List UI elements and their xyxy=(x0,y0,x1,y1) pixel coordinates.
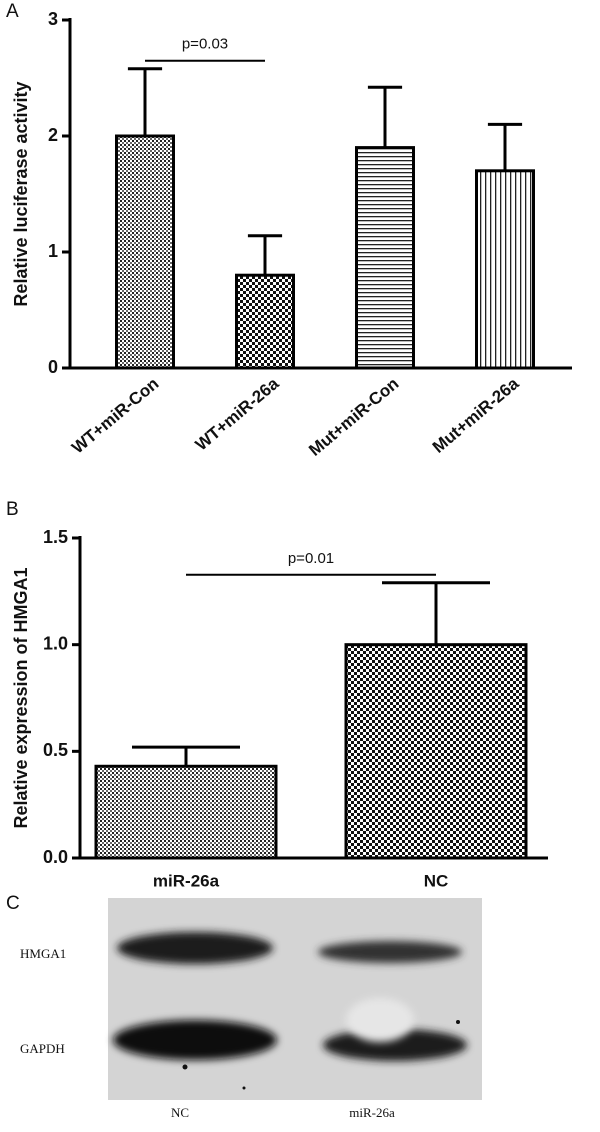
x-tick-label: WT+miR-26a xyxy=(192,374,283,455)
x-tick-label: WT+miR-Con xyxy=(68,374,162,457)
bar-chart: B Relative expression of HMGA1 0.0 0.5 1.0 1.… xyxy=(6,499,548,890)
y-axis-label: Relative luciferase activity xyxy=(11,81,31,306)
panel-label: B xyxy=(6,499,19,520)
bar xyxy=(344,643,528,860)
y-tick-label: 0.0 xyxy=(43,847,68,867)
blot-row-label: GAPDH xyxy=(20,1041,65,1056)
p-value: p=0.01 xyxy=(288,550,334,567)
bar xyxy=(235,273,295,370)
bar xyxy=(355,146,415,370)
blot-row-label: HMGA1 xyxy=(20,946,66,961)
y-tick-label: 0 xyxy=(48,357,58,377)
p-value: p=0.03 xyxy=(182,36,228,53)
x-tick-label: miR-26a xyxy=(153,871,220,890)
blot-lane-label: miR-26a xyxy=(349,1105,395,1120)
bar xyxy=(475,169,535,370)
x-tick-label: Mut+miR-Con xyxy=(305,374,402,460)
blot-image xyxy=(108,898,482,1100)
panel-label: C xyxy=(6,893,20,914)
x-tick-label: Mut+miR-26a xyxy=(429,374,523,457)
blot-lane-label: NC xyxy=(171,1105,189,1120)
y-tick-label: 1 xyxy=(48,241,58,261)
y-axis-label: Relative expression of HMGA1 xyxy=(11,567,31,828)
y-tick-label: 1.0 xyxy=(43,633,68,653)
y-tick-label: 2 xyxy=(48,125,58,145)
bar xyxy=(115,134,175,370)
y-tick-label: 1.5 xyxy=(43,527,68,547)
x-tick-label: NC xyxy=(424,871,449,890)
bar-chart: A Relative luciferase activity 0 1 2 3 WT+miR-… xyxy=(6,1,572,460)
y-tick-label: 3 xyxy=(48,9,58,29)
panel-label: A xyxy=(6,1,19,22)
bar xyxy=(94,764,278,860)
y-tick-label: 0.5 xyxy=(43,740,68,760)
